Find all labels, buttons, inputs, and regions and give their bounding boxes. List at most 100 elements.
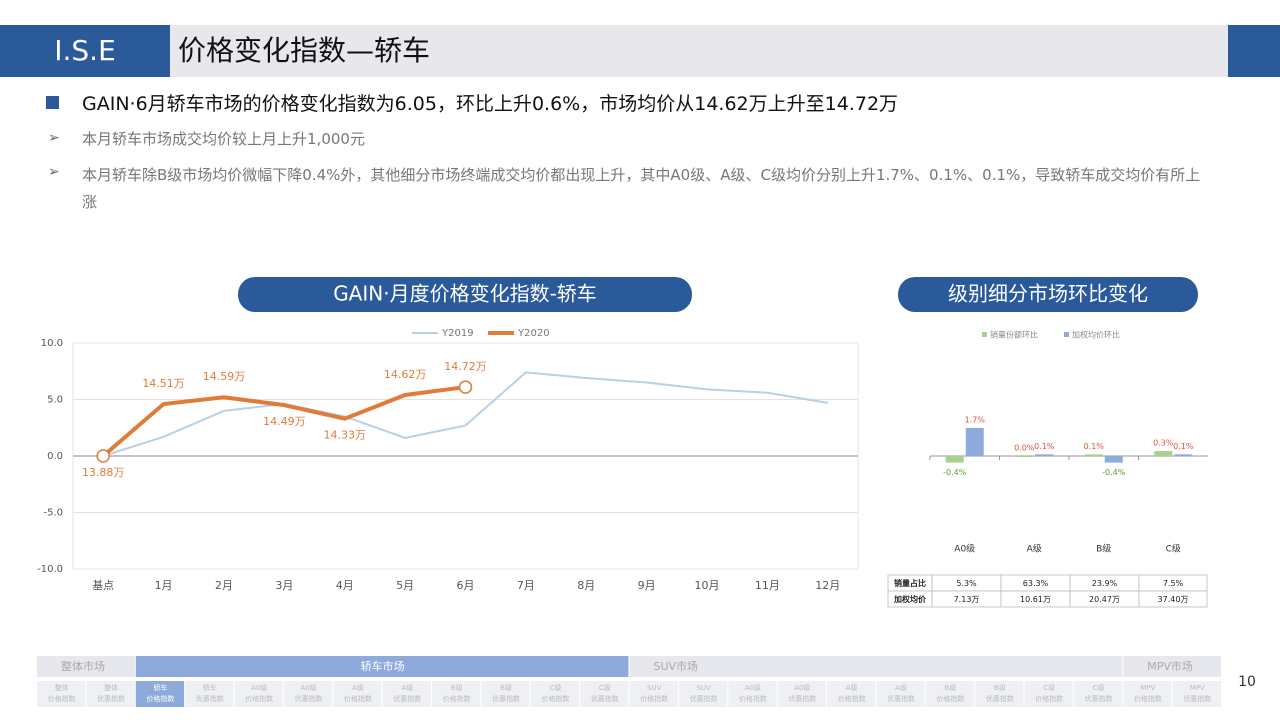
table-text: 销量占比 <box>894 578 926 588</box>
arrow: ➢ <box>48 164 60 180</box>
nav-item[interactable] <box>1123 681 1172 707</box>
pill <box>898 277 1198 312</box>
x-tick-label: 6月 <box>457 579 475 592</box>
nav-item[interactable] <box>827 681 876 707</box>
nav-item-label: 整体 <box>104 683 118 692</box>
price-label: 13.88万 <box>82 466 125 479</box>
nav-item-label: B级 <box>500 683 512 692</box>
y-tick-label: -5.0 <box>43 508 63 519</box>
nav-item-label: 优惠指数 <box>1085 694 1113 703</box>
data-label: 0.1% <box>1173 442 1194 451</box>
nav-item[interactable] <box>135 681 185 707</box>
nav-item-label: 优惠指数 <box>887 694 915 703</box>
marker <box>458 380 473 394</box>
price-label: 14.49万 <box>263 415 306 428</box>
x-tick-label: 1月 <box>155 579 173 592</box>
nav-item[interactable] <box>580 681 629 707</box>
nav-item[interactable] <box>530 681 580 707</box>
nav-tab[interactable] <box>37 656 135 677</box>
nav-item[interactable] <box>382 681 431 707</box>
nav-item-label: A0级 <box>251 683 267 692</box>
nav-tab-label: MPV市场 <box>1147 659 1193 673</box>
bar <box>1174 454 1193 456</box>
nav-item[interactable] <box>1024 681 1073 707</box>
nav-item-label: SUV <box>696 684 711 692</box>
nav-item-label: 价格指数 <box>640 694 668 703</box>
table-text: 7.5% <box>1163 579 1184 588</box>
nav-item[interactable] <box>876 681 925 707</box>
legend-label: Y2019 <box>441 328 474 339</box>
data-label: -0.4% <box>943 468 967 477</box>
nav-item[interactable] <box>1172 681 1221 707</box>
bar <box>1084 454 1103 456</box>
nav-tab[interactable] <box>629 656 1123 677</box>
nav-item[interactable] <box>86 681 135 707</box>
price-label: 14.59万 <box>203 370 246 383</box>
data-label: 0.0% <box>1014 444 1035 453</box>
data-label: 0.1% <box>1084 442 1105 451</box>
nav-item[interactable] <box>333 681 382 707</box>
arrow: ➢ <box>48 130 60 146</box>
nav-item[interactable] <box>678 681 728 707</box>
nav-item[interactable] <box>37 681 86 707</box>
nav-item-label: B级 <box>945 683 957 692</box>
nav-tab[interactable] <box>135 656 629 677</box>
nav-item-label: MPV <box>1140 684 1155 692</box>
nav-item-label: 价格指数 <box>739 694 767 703</box>
nav-tab[interactable] <box>1123 656 1221 677</box>
data-label: 0.1% <box>1034 442 1055 451</box>
nav-item-label: A级 <box>895 683 907 692</box>
legend-swatch <box>982 332 987 337</box>
bar <box>945 456 964 463</box>
nav-item[interactable] <box>234 681 283 707</box>
data-label: 0.3% <box>1153 439 1174 448</box>
nav-item[interactable] <box>777 681 826 707</box>
header-bar <box>0 25 1228 77</box>
x-tick-label: B级 <box>1096 543 1111 555</box>
table-text: 23.9% <box>1092 579 1118 588</box>
table-text: 10.61万 <box>1020 595 1051 604</box>
nav-item[interactable] <box>432 681 481 707</box>
nav-item-label: B级 <box>994 683 1006 692</box>
nav-item[interactable] <box>1073 681 1123 707</box>
x-tick-label: 12月 <box>815 579 840 592</box>
sub-bullet: 本月轿车市场成交均价较上月上升1,000元 <box>82 130 365 148</box>
nav-item-label: 优惠指数 <box>690 694 718 703</box>
nav-item-label: 价格指数 <box>1035 694 1063 703</box>
x-tick-label: 3月 <box>275 579 293 592</box>
price-label: 14.62万 <box>384 368 427 381</box>
nav-item[interactable] <box>185 681 234 707</box>
nav-item[interactable] <box>728 681 777 707</box>
nav-item[interactable] <box>975 681 1024 707</box>
nav-item-label: 价格指数 <box>443 694 471 703</box>
nav-item-label: 轿车 <box>153 683 167 692</box>
nav-item-label: A级 <box>846 683 858 692</box>
y-tick-label: 10.0 <box>41 338 63 349</box>
header-end <box>1228 25 1280 77</box>
price-label: 14.51万 <box>142 377 185 390</box>
nav-item-label: 优惠指数 <box>788 694 816 703</box>
bar <box>1154 451 1173 456</box>
line <box>101 385 466 458</box>
chart-title: GAIN·月度价格变化指数-轿车 <box>333 282 597 306</box>
nav-item-label: 优惠指数 <box>295 694 323 703</box>
legend-label: 销量份额环比 <box>990 330 1038 340</box>
nav-item-label: C级 <box>1043 683 1055 692</box>
nav-item[interactable] <box>283 681 333 707</box>
nav-item-label: B级 <box>451 683 463 692</box>
nav-item[interactable] <box>629 681 678 707</box>
x-tick-label: 10月 <box>695 579 720 592</box>
legend-label: 加权均价环比 <box>1072 330 1120 340</box>
nav-item-label: A0级 <box>794 683 810 692</box>
nav-item[interactable] <box>925 681 975 707</box>
nav-item-label: A0级 <box>745 683 761 692</box>
x-tick-label: A0级 <box>954 543 975 555</box>
x-tick-label: C级 <box>1166 543 1181 555</box>
bar <box>1015 456 1034 457</box>
nav-item-label: 价格指数 <box>48 694 76 703</box>
nav-item[interactable] <box>481 681 530 707</box>
table-text: 7.13万 <box>954 595 980 604</box>
chart-title: 级别细分市场环比变化 <box>948 282 1148 306</box>
